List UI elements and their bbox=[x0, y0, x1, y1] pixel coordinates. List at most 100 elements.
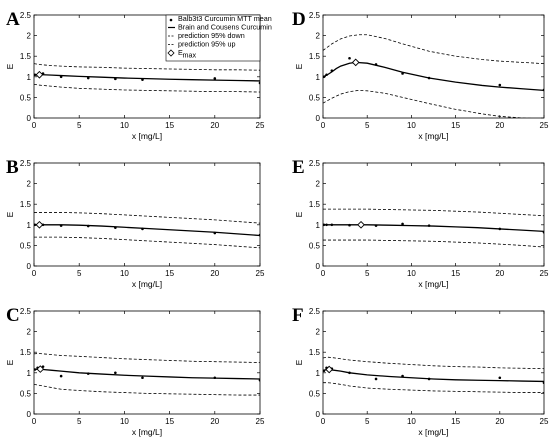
chart-panel-e: 0 5 10 15 20 25 0 0.5 1 1.5 2 2.5 x [mg/L] E E bbox=[292, 157, 549, 289]
prediction-lower-line bbox=[34, 236, 260, 249]
prediction-upper-line bbox=[34, 63, 260, 71]
emax-marker bbox=[35, 220, 44, 229]
plot-area bbox=[323, 356, 544, 393]
fit-curve-line bbox=[34, 224, 260, 237]
fit-curve-line bbox=[323, 224, 544, 233]
x-axis-title: x [mg/L] bbox=[132, 131, 162, 141]
x-tick-label: 20 bbox=[495, 417, 504, 426]
plot-area bbox=[34, 212, 260, 249]
legend-marker-symbol bbox=[169, 18, 173, 22]
x-tick-label: 15 bbox=[451, 417, 460, 426]
y-tick-label: 0.5 bbox=[309, 93, 321, 102]
prediction-lower-line bbox=[34, 383, 260, 396]
y-tick-label: 0.5 bbox=[309, 241, 321, 250]
y-tick-label: 0 bbox=[316, 262, 321, 271]
legend-box bbox=[165, 14, 261, 62]
data-point bbox=[258, 81, 260, 85]
emax-marker bbox=[357, 220, 365, 229]
x-tick-label: 10 bbox=[120, 417, 129, 426]
y-tick-label: 0 bbox=[316, 410, 321, 419]
x-tick-label: 20 bbox=[495, 121, 504, 130]
plot-area bbox=[323, 208, 544, 248]
axes-frame bbox=[322, 162, 545, 267]
data-point bbox=[401, 222, 404, 226]
x-tick-label: 5 bbox=[365, 269, 370, 278]
y-tick-label: 1 bbox=[27, 369, 32, 378]
prediction-upper-line bbox=[323, 208, 544, 217]
x-axis-title: x [mg/L] bbox=[132, 279, 162, 289]
x-tick-label: 10 bbox=[120, 121, 129, 130]
x-tick-label: 5 bbox=[365, 417, 370, 426]
emax-marker bbox=[351, 58, 360, 67]
chart-panel-c: 0 5 10 15 20 25 0 0.5 1 1.5 2 2.5 x [mg/L] E C bbox=[5, 305, 265, 437]
prediction-upper-line bbox=[34, 353, 260, 363]
legend-entry: Brain and Cousens Curcumin bbox=[178, 23, 272, 32]
emax-marker bbox=[35, 70, 44, 79]
panel-label: B bbox=[6, 157, 19, 178]
prediction-lower-line bbox=[34, 83, 260, 93]
x-tick-label: 25 bbox=[540, 417, 549, 426]
data-point bbox=[114, 371, 117, 375]
panel-label: D bbox=[292, 9, 306, 30]
x-axis-title: x [mg/L] bbox=[418, 427, 448, 437]
x-tick-label: 20 bbox=[210, 269, 219, 278]
axes-frame bbox=[322, 310, 545, 415]
chart-panel-f: 0 5 10 15 20 25 0 0.5 1 1.5 2 2.5 x [mg/L] E F bbox=[292, 305, 549, 437]
y-tick-label: 2 bbox=[27, 328, 32, 337]
data-point bbox=[141, 376, 144, 380]
plot-area bbox=[34, 63, 260, 93]
chart-panel-b: 0 5 10 15 20 25 0 0.5 1 1.5 2 2.5 x [mg/L] E B bbox=[5, 157, 265, 289]
panel-label: E bbox=[292, 157, 305, 178]
prediction-lower-line bbox=[323, 89, 533, 118]
fit-curve-line bbox=[34, 74, 260, 82]
y-tick-label: 2 bbox=[316, 32, 321, 41]
y-tick-label: 0 bbox=[27, 410, 32, 419]
y-tick-label: 0 bbox=[27, 262, 32, 271]
data-point bbox=[213, 77, 217, 80]
axes-frame bbox=[33, 310, 261, 415]
x-tick-label: 15 bbox=[165, 269, 174, 278]
plot-area bbox=[323, 34, 544, 118]
prediction-lower-line bbox=[323, 239, 544, 248]
y-tick-label: 2.5 bbox=[309, 159, 321, 168]
y-axis-title: E bbox=[5, 359, 15, 365]
legend-diamond-symbol bbox=[167, 49, 175, 57]
y-tick-label: 1 bbox=[27, 73, 32, 82]
y-tick-label: 0.5 bbox=[20, 389, 32, 398]
axes-frame bbox=[33, 14, 261, 119]
x-tick-label: 5 bbox=[365, 121, 370, 130]
x-tick-label: 0 bbox=[321, 121, 326, 130]
fit-curve-line bbox=[323, 61, 544, 92]
y-axis-title: E bbox=[294, 359, 304, 365]
x-tick-label: 5 bbox=[77, 121, 82, 130]
panel-label: C bbox=[6, 305, 20, 326]
y-tick-label: 1.5 bbox=[20, 200, 32, 209]
x-tick-label: 20 bbox=[210, 121, 219, 130]
panel-label: A bbox=[6, 9, 20, 30]
y-tick-label: 2 bbox=[27, 32, 32, 41]
emax-marker bbox=[325, 365, 334, 374]
y-tick-label: 1.5 bbox=[20, 52, 32, 61]
y-tick-label: 0 bbox=[316, 114, 321, 123]
x-tick-label: 10 bbox=[407, 121, 416, 130]
axes-frame bbox=[33, 162, 261, 267]
y-tick-label: 2.5 bbox=[20, 307, 32, 316]
x-tick-label: 25 bbox=[256, 417, 265, 426]
prediction-upper-line bbox=[34, 212, 260, 224]
y-tick-label: 2.5 bbox=[309, 11, 321, 20]
y-tick-label: 1 bbox=[316, 73, 321, 82]
x-tick-label: 20 bbox=[495, 269, 504, 278]
chart-panel-d: 0 5 10 15 20 25 0 0.5 1 1.5 2 2.5 x [mg/L] E D bbox=[292, 9, 549, 141]
y-axis-title: E bbox=[5, 63, 15, 69]
x-tick-label: 0 bbox=[32, 121, 37, 130]
legend-entry: E bbox=[178, 48, 183, 57]
x-tick-label: 15 bbox=[451, 121, 460, 130]
legend-entry: prediction 95% down bbox=[178, 31, 245, 40]
x-tick-label: 15 bbox=[165, 121, 174, 130]
legend-entry-subscript: max bbox=[183, 51, 197, 60]
x-tick-label: 5 bbox=[77, 417, 82, 426]
y-tick-label: 1.5 bbox=[20, 348, 32, 357]
x-tick-label: 0 bbox=[32, 417, 37, 426]
